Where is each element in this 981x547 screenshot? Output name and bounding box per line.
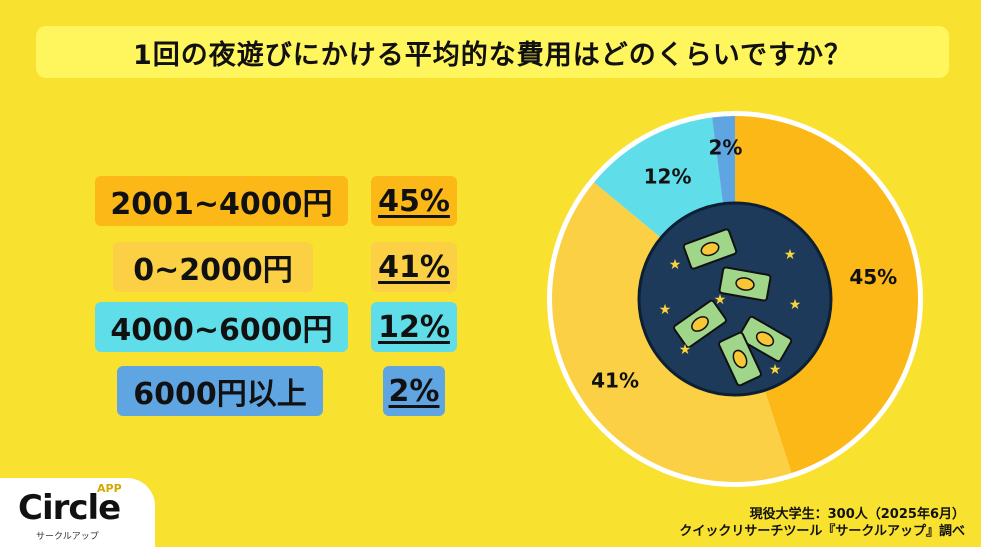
- svg-text:★: ★: [669, 257, 682, 273]
- legend-percent: 12%: [371, 302, 457, 352]
- chart-title: 1回の夜遊びにかける平均的な費用はどのくらいですか？: [36, 26, 949, 78]
- legend-percent: 45%: [371, 176, 457, 226]
- pie-chart: 45% 41% 12% 2% ★ ★ ★ ★ ★ ★ ★: [545, 109, 925, 489]
- legend-label: 6000円以上: [117, 366, 323, 416]
- svg-text:★: ★: [784, 247, 797, 263]
- legend-label: 0~2000円: [113, 242, 313, 292]
- source-note: 現役大学生：300人（2025年6月） クイックリサーチツール『サークルアップ』…: [679, 506, 965, 540]
- source-line-1: 現役大学生：300人（2025年6月）: [749, 507, 965, 522]
- legend-label: 2001~4000円: [95, 176, 348, 226]
- money-illustration: ★ ★ ★ ★ ★ ★ ★: [637, 201, 833, 397]
- legend-item: 4000~6000円 12%: [0, 302, 500, 354]
- legend-item: 0~2000円 41%: [0, 242, 500, 294]
- legend-label: 4000~6000円: [95, 302, 348, 352]
- logo: Circle APP サークルアップ: [0, 478, 155, 547]
- legend-percent: 2%: [383, 366, 445, 416]
- legend-item: 2001~4000円 45%: [0, 176, 500, 228]
- pie-slice-label: 12%: [644, 164, 692, 188]
- svg-text:★: ★: [714, 292, 727, 308]
- pie-slice-label: 41%: [591, 369, 639, 393]
- svg-text:★: ★: [769, 362, 782, 378]
- svg-text:★: ★: [659, 302, 672, 318]
- chart-title-text: 1回の夜遊びにかける平均的な費用はどのくらいですか？: [133, 39, 852, 71]
- pie-slice-label: 2%: [708, 135, 742, 159]
- legend-percent: 41%: [371, 242, 457, 292]
- svg-text:★: ★: [789, 297, 802, 313]
- legend-item: 6000円以上 2%: [0, 366, 500, 418]
- pie-slice-label: 45%: [849, 265, 897, 289]
- logo-app: APP: [97, 482, 122, 495]
- svg-text:★: ★: [679, 342, 692, 358]
- pie-svg: 45% 41% 12% 2% ★ ★ ★ ★ ★ ★ ★: [547, 111, 923, 487]
- logo-subtitle: サークルアップ: [36, 532, 99, 542]
- logo-name: Circle: [18, 488, 121, 528]
- source-line-2: クイックリサーチツール『サークルアップ』調べ: [679, 524, 965, 539]
